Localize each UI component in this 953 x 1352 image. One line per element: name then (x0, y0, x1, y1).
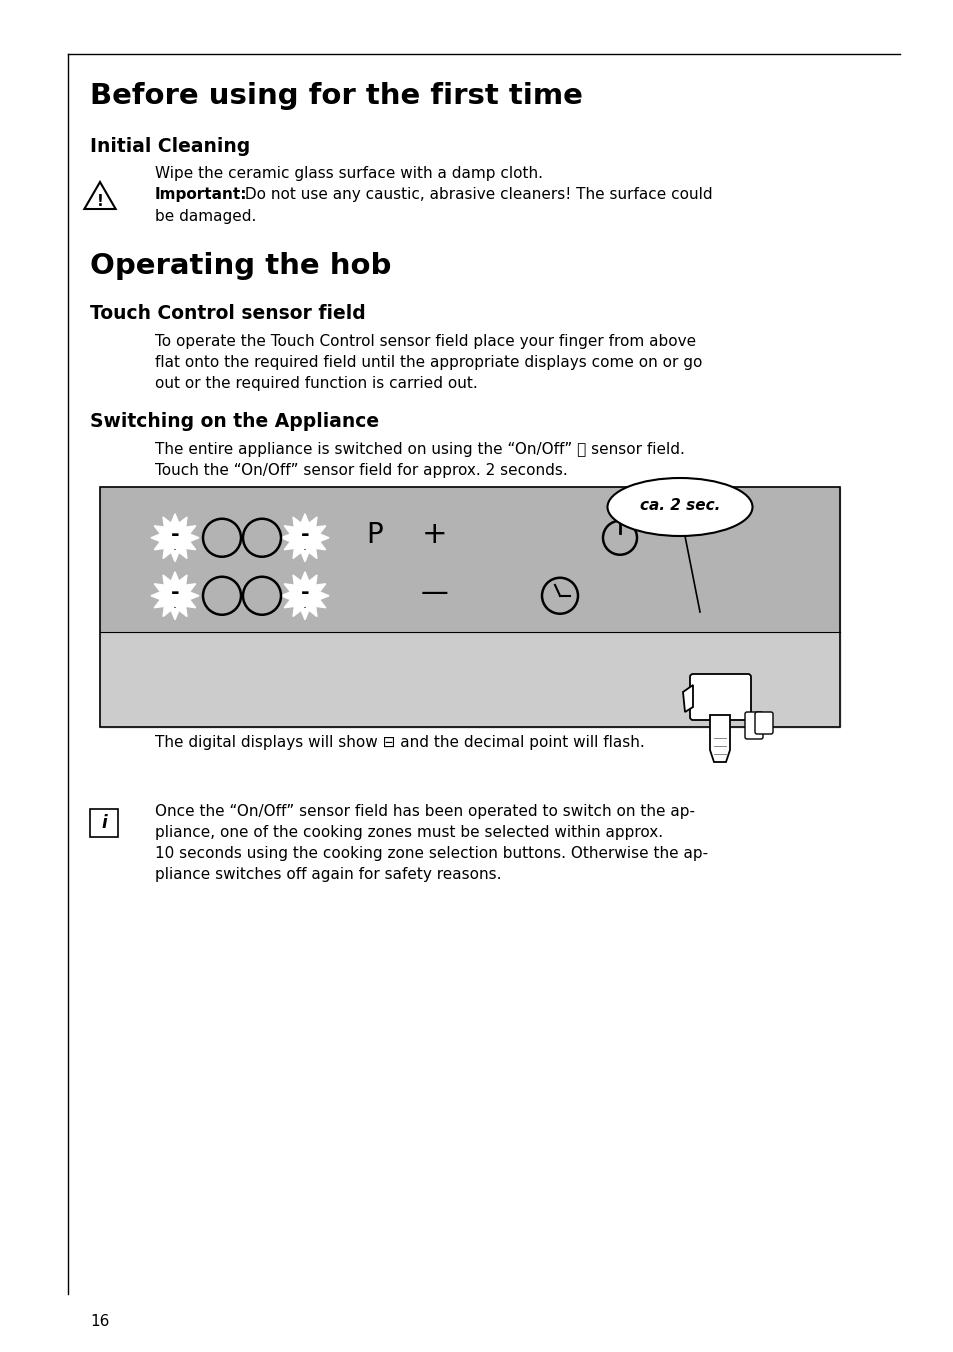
FancyBboxPatch shape (744, 713, 762, 740)
Text: The digital displays will show ⊟ and the decimal point will flash.: The digital displays will show ⊟ and the… (154, 735, 644, 750)
Polygon shape (682, 685, 692, 713)
FancyBboxPatch shape (689, 675, 750, 721)
Text: 16: 16 (90, 1314, 110, 1329)
Text: be damaged.: be damaged. (154, 210, 256, 224)
Text: Touch the “On/Off” sensor field for approx. 2 seconds.: Touch the “On/Off” sensor field for appr… (154, 462, 567, 479)
Ellipse shape (607, 479, 752, 535)
Text: pliance, one of the cooking zones must be selected within approx.: pliance, one of the cooking zones must b… (154, 825, 662, 840)
Text: P: P (366, 521, 383, 549)
Text: -: - (300, 583, 309, 603)
Text: 10 seconds using the cooking zone selection buttons. Otherwise the ap-: 10 seconds using the cooking zone select… (154, 846, 707, 861)
Text: To operate the Touch Control sensor field place your finger from above: To operate the Touch Control sensor fiel… (154, 334, 696, 349)
Polygon shape (151, 514, 199, 561)
Text: The entire appliance is switched on using the “On/Off” ⓪ sensor field.: The entire appliance is switched on usin… (154, 442, 684, 457)
Text: -: - (171, 525, 179, 545)
Text: i: i (101, 814, 107, 831)
Text: .: . (172, 598, 177, 611)
Text: flat onto the required field until the appropriate displays come on or go: flat onto the required field until the a… (154, 356, 701, 370)
Text: Do not use any caustic, abrasive cleaners! The surface could: Do not use any caustic, abrasive cleaner… (240, 187, 712, 201)
Text: !: ! (96, 193, 103, 208)
Text: Initial Cleaning: Initial Cleaning (90, 137, 250, 155)
Text: .: . (303, 541, 307, 553)
Bar (100, 631, 840, 727)
Text: .: . (303, 598, 307, 611)
Text: Before using for the first time: Before using for the first time (90, 82, 582, 110)
Text: -: - (300, 525, 309, 545)
Bar (100, 487, 840, 727)
Bar (90, 808, 118, 837)
Text: ca. 2 sec.: ca. 2 sec. (639, 499, 720, 514)
Text: Once the “On/Off” sensor field has been operated to switch on the ap-: Once the “On/Off” sensor field has been … (154, 804, 695, 819)
Polygon shape (281, 572, 329, 619)
Text: Touch Control sensor field: Touch Control sensor field (90, 304, 365, 323)
Text: —: — (420, 579, 449, 607)
Text: Important:: Important: (154, 187, 247, 201)
Text: Wipe the ceramic glass surface with a damp cloth.: Wipe the ceramic glass surface with a da… (154, 166, 542, 181)
Polygon shape (151, 572, 199, 619)
Text: pliance switches off again for safety reasons.: pliance switches off again for safety re… (154, 867, 501, 882)
Text: Operating the hob: Operating the hob (90, 251, 391, 280)
Text: Switching on the Appliance: Switching on the Appliance (90, 412, 378, 431)
Text: .: . (172, 541, 177, 553)
Text: -: - (171, 583, 179, 603)
Polygon shape (281, 514, 329, 561)
Bar (100, 487, 840, 727)
Polygon shape (709, 715, 729, 763)
FancyBboxPatch shape (754, 713, 772, 734)
Text: out or the required function is carried out.: out or the required function is carried … (154, 376, 477, 391)
Text: +: + (422, 521, 447, 549)
